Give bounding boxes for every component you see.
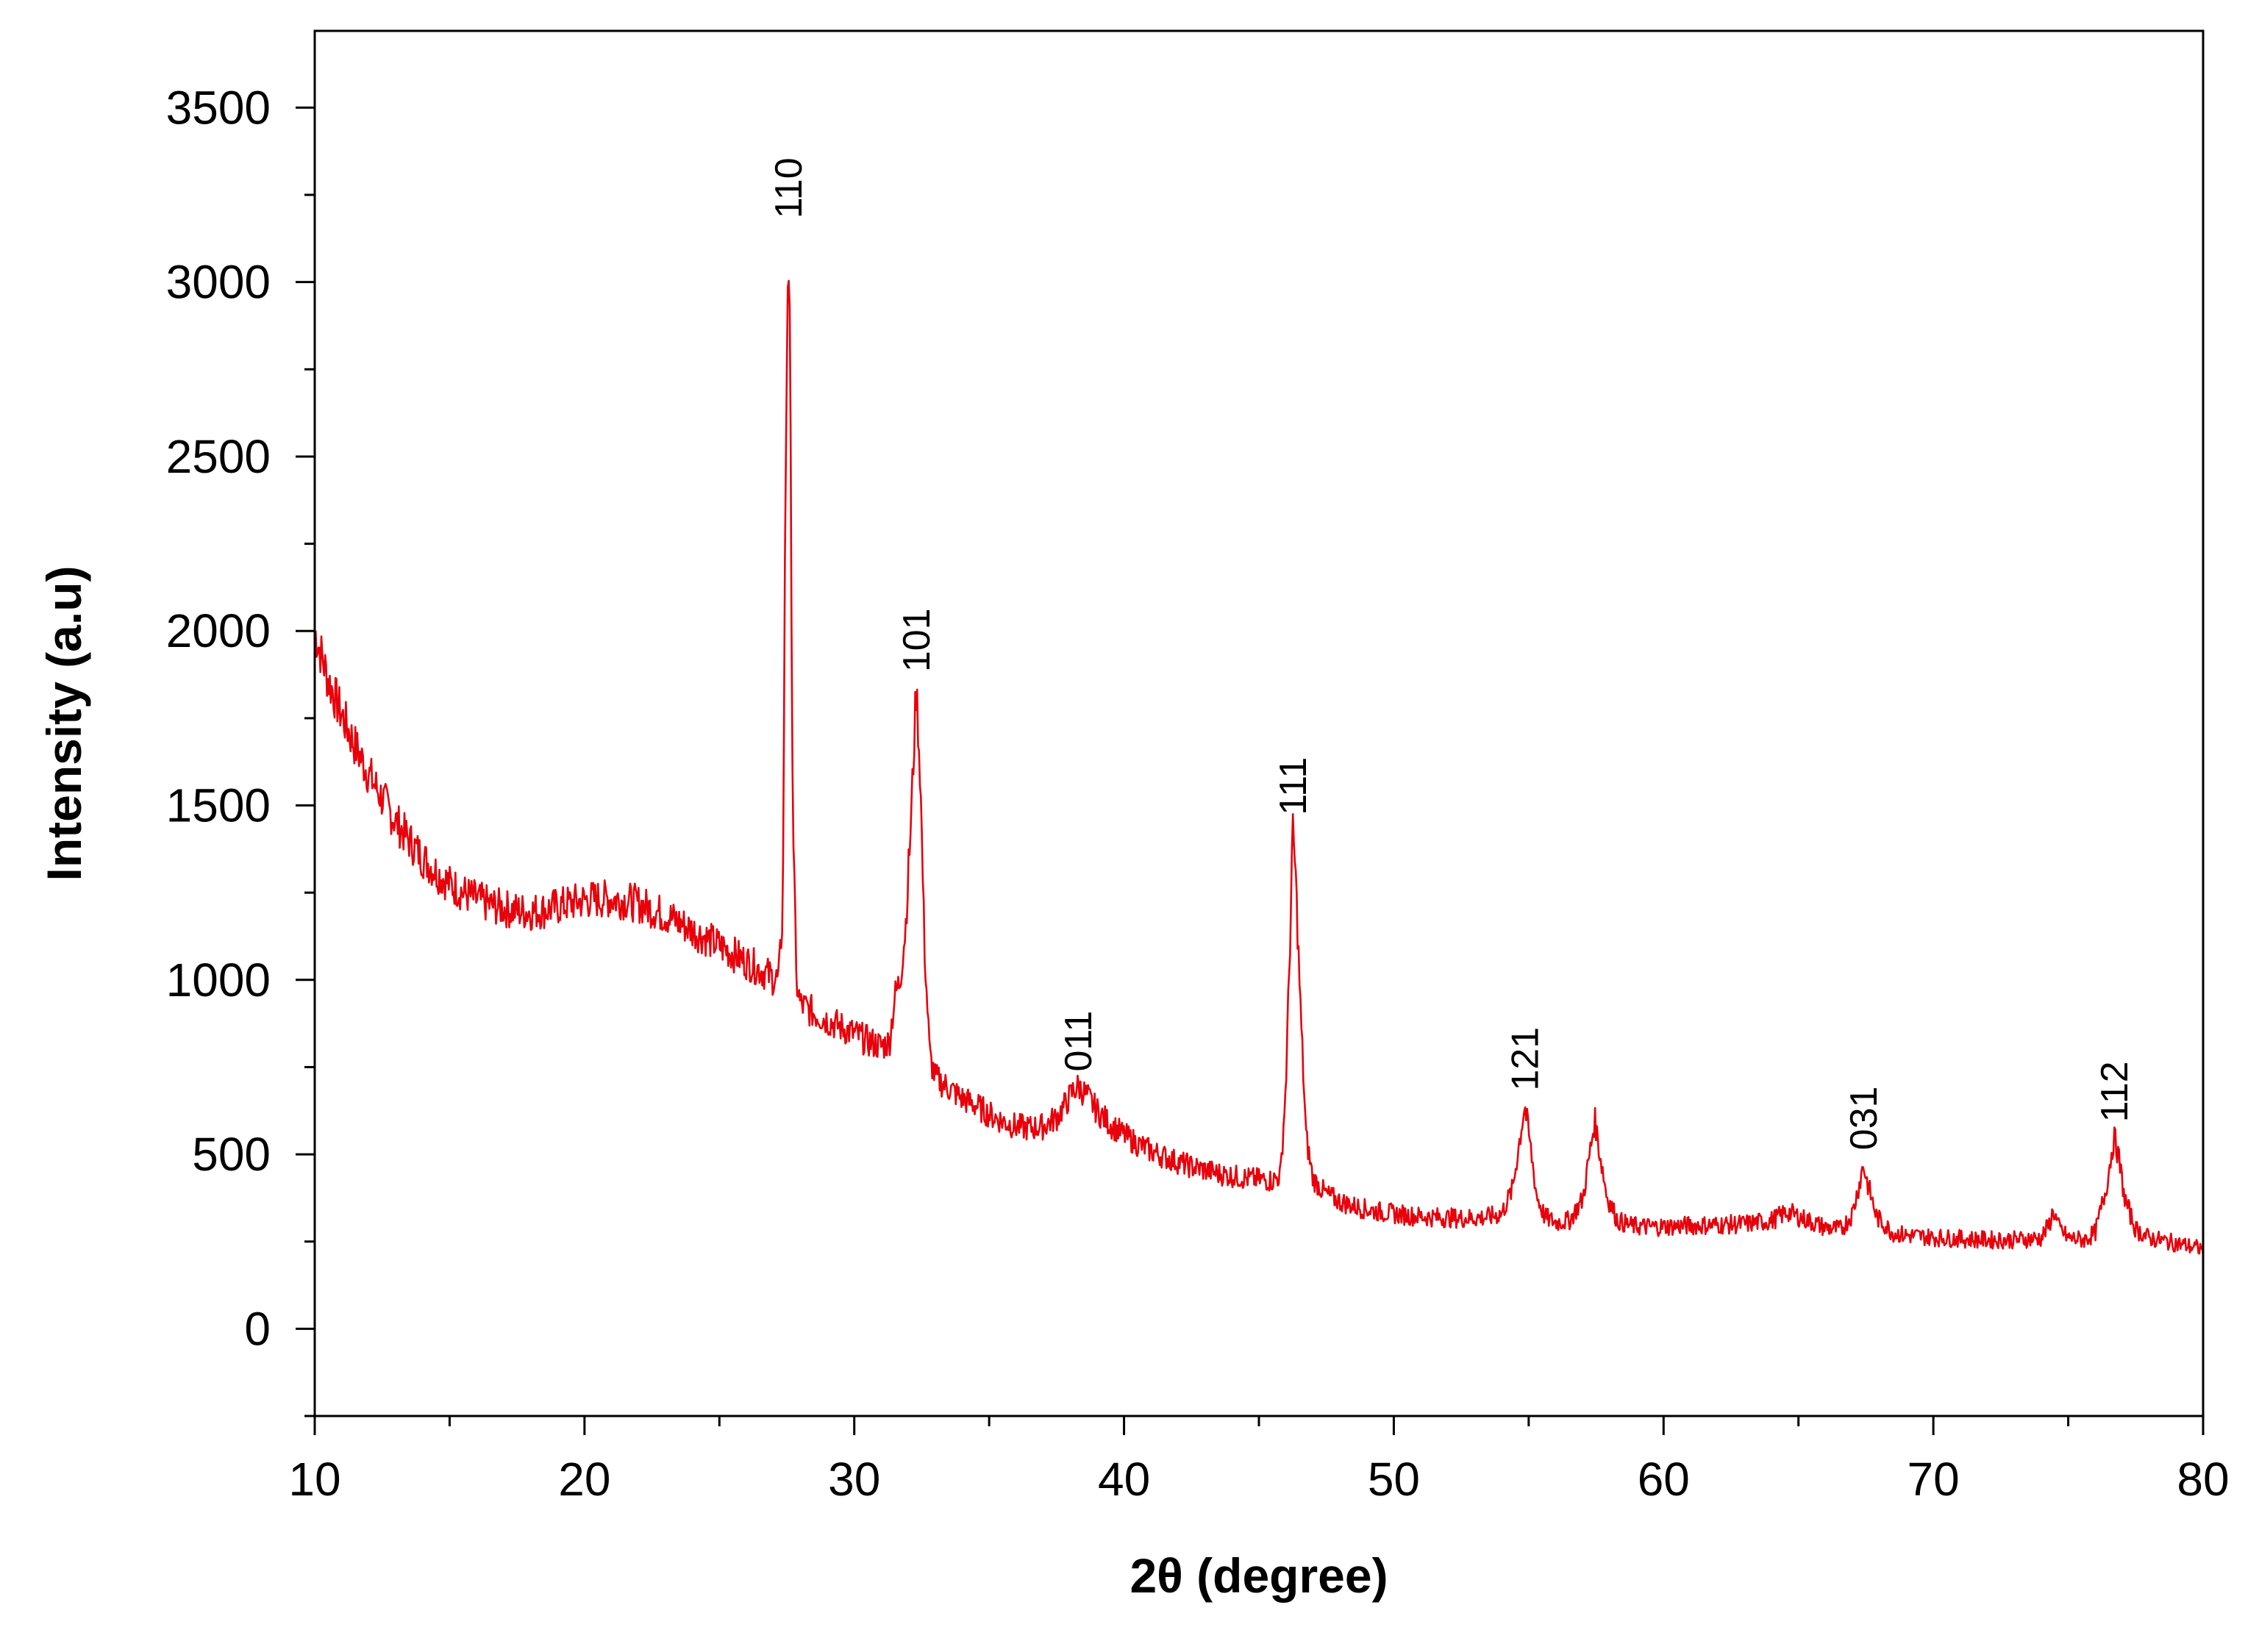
peak-label: 101	[896, 608, 938, 672]
y-tick-label: 1500	[166, 779, 271, 832]
peak-label: 110	[768, 157, 810, 218]
axis-ticks	[296, 106, 2205, 1435]
plot-frame	[313, 29, 2205, 1417]
peak-label: 121	[1504, 1027, 1546, 1091]
y-axis-title: Intensity (a.u)	[37, 565, 91, 881]
peak-label: 111	[1272, 757, 1315, 815]
peak-label: 112	[2094, 1061, 2136, 1122]
peak-label: 011	[1057, 1011, 1100, 1072]
x-tick-label: 60	[1638, 1453, 1690, 1506]
x-tick-label: 70	[1908, 1453, 1960, 1506]
y-tick-label: 0	[244, 1302, 271, 1355]
y-tick-label: 2000	[166, 604, 271, 657]
series-layer	[314, 279, 2205, 1256]
x-tick-label: 30	[828, 1453, 880, 1506]
y-tick-label: 3500	[166, 81, 271, 134]
x-tick-label: 50	[1368, 1453, 1420, 1506]
x-tick-label: 40	[1098, 1453, 1150, 1506]
y-tick-label: 3000	[166, 256, 271, 309]
peak-label: 031	[1843, 1087, 1885, 1151]
x-tick-label: 80	[2177, 1453, 2229, 1506]
y-tick-label: 2500	[166, 430, 271, 483]
x-tick-labels: 10 20 30 40 50 60 70 80	[288, 1453, 2229, 1506]
x-tick-label: 20	[558, 1453, 610, 1506]
x-axis-title: 2θ (degree)	[1130, 1548, 1388, 1603]
xrd-series-line	[314, 279, 2205, 1256]
y-tick-label: 500	[192, 1128, 271, 1181]
x-tick-label: 10	[288, 1453, 340, 1506]
y-tick-label: 1000	[166, 954, 271, 1006]
peak-labels: 110 101 011 111 121 031 112	[768, 157, 2136, 1150]
y-tick-labels: 0 500 1000 1500 2000 2500 3000 3500	[166, 81, 271, 1355]
